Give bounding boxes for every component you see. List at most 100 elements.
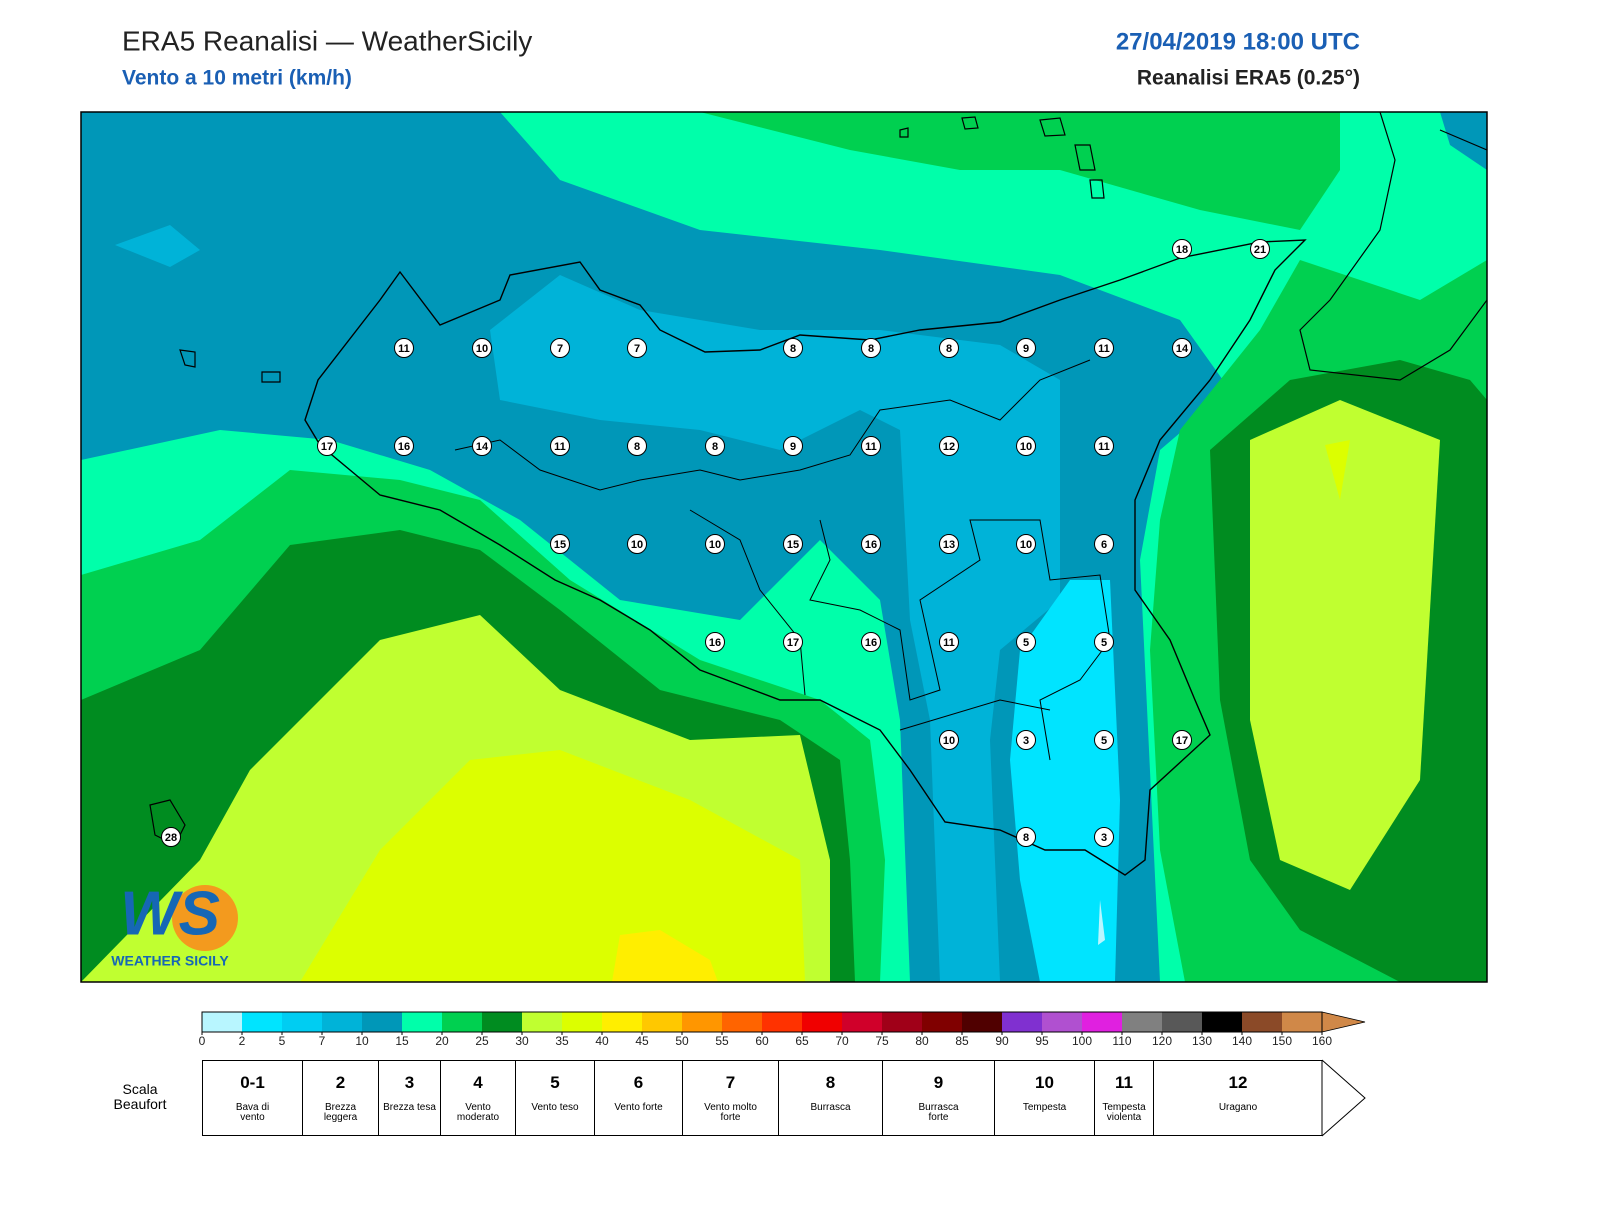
station-marker: [161, 827, 181, 847]
station-value: 17: [1176, 735, 1188, 747]
colorbar-box: [722, 1012, 762, 1032]
colorbar-box: [442, 1012, 482, 1032]
station: 15: [550, 534, 570, 554]
station-value: 16: [398, 441, 410, 453]
field-lightcyan: [1098, 900, 1105, 945]
station-value: 10: [709, 539, 721, 551]
station-value: 6: [1101, 539, 1107, 551]
beaufort-name: Vento forte: [614, 1102, 663, 1113]
beaufort-force: 8: [825, 1073, 836, 1092]
beaufort-cell: 8 Burrasca: [778, 1060, 882, 1136]
beaufort-force: 3: [404, 1073, 415, 1092]
subtitle: Vento a 10 metri (km/h): [122, 67, 352, 90]
station: 11: [550, 436, 570, 456]
station-value: 16: [709, 637, 721, 649]
colorbar-tick-label: 160: [1312, 1034, 1332, 1048]
station-value: 18: [1176, 244, 1188, 256]
station-marker: [705, 632, 725, 652]
station: 11: [1094, 338, 1114, 358]
station-value: 8: [790, 343, 796, 355]
station-marker: [1094, 632, 1114, 652]
station: 16: [705, 632, 725, 652]
beaufort-label-line: Beaufort: [114, 1096, 167, 1112]
colorbar-tick-label: 45: [635, 1034, 649, 1048]
station-value: 28: [165, 832, 177, 844]
field-blue: [490, 275, 1060, 982]
logo-mark: WS: [120, 879, 220, 948]
station: 10: [705, 534, 725, 554]
colorbar-box: [202, 1012, 242, 1032]
colorbar-tick-label: 100: [1072, 1034, 1092, 1048]
colorbar-box: [642, 1012, 682, 1032]
station: 17: [1172, 730, 1192, 750]
field-blue: [115, 225, 200, 267]
source: Reanalisi ERA5 (0.25°): [1137, 67, 1360, 90]
station-value: 11: [398, 343, 410, 355]
station-value: 3: [1101, 832, 1107, 844]
colorbar-box: [1002, 1012, 1042, 1032]
station-value: 8: [946, 343, 952, 355]
field-green: [700, 112, 1340, 230]
colorbar-box: [962, 1012, 1002, 1032]
station-marker: [783, 534, 803, 554]
colorbar-box: [1202, 1012, 1242, 1032]
colorbar-box: [562, 1012, 602, 1032]
station-marker: [1172, 730, 1192, 750]
station-marker: [1016, 534, 1036, 554]
colorbar-tick-label: 50: [675, 1034, 689, 1048]
station-marker: [783, 632, 803, 652]
coastline: [1299, 112, 1487, 381]
beaufort-cell: 3 Brezza tesa: [378, 1060, 440, 1136]
station-marker: [1250, 239, 1270, 259]
colorbar-tick-label: 55: [715, 1034, 729, 1048]
logo: WS WEATHER SICILY: [111, 879, 238, 969]
station: 28: [161, 827, 181, 847]
station-value: 5: [1101, 735, 1107, 747]
station-value: 17: [787, 637, 799, 649]
station-marker: [861, 632, 881, 652]
station-value: 11: [943, 637, 955, 649]
colorbar-tick-label: 95: [1035, 1034, 1049, 1048]
station: 7: [550, 338, 570, 358]
station-marker: [1016, 632, 1036, 652]
colorbar-tick-label: 15: [395, 1034, 409, 1048]
station: 8: [705, 436, 725, 456]
title: ERA5 Reanalisi — WeatherSicily: [122, 25, 532, 56]
colorbar-tick-label: 2: [239, 1034, 246, 1048]
beaufort-label: Scala Beaufort: [114, 1081, 167, 1112]
station-value: 8: [634, 441, 640, 453]
colorbar-box: [402, 1012, 442, 1032]
station: 9: [783, 436, 803, 456]
station-value: 5: [1023, 637, 1029, 649]
beaufort-name: Brezza leggera: [323, 1102, 358, 1123]
colorbar-box: [882, 1012, 922, 1032]
province-border: [454, 359, 1111, 761]
station: 8: [627, 436, 647, 456]
station: 3: [1094, 827, 1114, 847]
beaufort-cell: 7 Vento molto forte: [682, 1060, 778, 1136]
station-marker: [1016, 338, 1036, 358]
station: 11: [394, 338, 414, 358]
station: 3: [1016, 730, 1036, 750]
colorbar-tick-label: 5: [279, 1034, 286, 1048]
field-yellowgreen: [1325, 440, 1350, 500]
station-value: 10: [631, 539, 643, 551]
station: 16: [394, 436, 414, 456]
beaufort-force: 12: [1228, 1073, 1248, 1092]
beaufort-cell: 5 Vento teso: [515, 1060, 594, 1136]
station: 12: [939, 436, 959, 456]
station: 8: [939, 338, 959, 358]
beaufort-cell: 6 Vento forte: [594, 1060, 682, 1136]
station-marker: [317, 436, 337, 456]
station-value: 9: [790, 441, 796, 453]
colorbar-arrow: [1321, 1011, 1366, 1033]
beaufort-force: 5: [550, 1073, 560, 1092]
field-yellowgreen: [300, 750, 805, 982]
colorbar-box: [682, 1012, 722, 1032]
colorbar-box: [1282, 1012, 1322, 1032]
station: 14: [472, 436, 492, 456]
station-value: 21: [1254, 244, 1266, 256]
station-marker: [1094, 730, 1114, 750]
colorbar-box: [1082, 1012, 1122, 1032]
beaufort-force: 9: [933, 1073, 944, 1092]
